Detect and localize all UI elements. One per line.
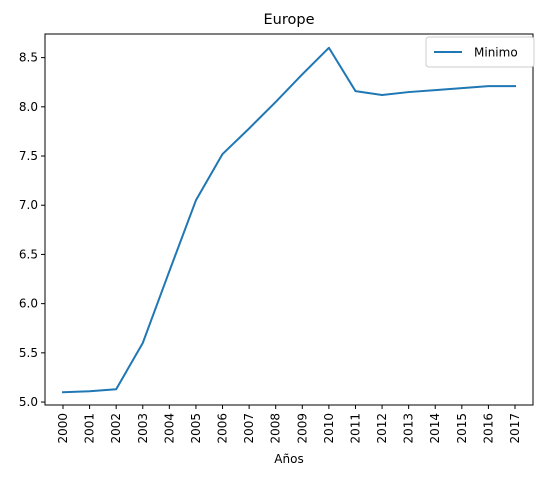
legend-label-minimo: Minimo xyxy=(474,46,518,60)
y-tick-label: 7.0 xyxy=(19,198,38,212)
x-tick-label: 2006 xyxy=(216,413,230,444)
y-tick-label: 8.0 xyxy=(19,100,38,114)
y-tick-label: 6.5 xyxy=(19,247,38,261)
axes: 5.0 5.5 6.0 6.5 7.0 7.5 8.0 8.5 2000 2001 2002 2003… xyxy=(19,33,534,444)
x-tick-label: 2003 xyxy=(136,413,150,444)
series-line-minimo xyxy=(61,46,516,394)
x-tick-label: 2001 xyxy=(83,413,97,444)
x-tick-label: 2005 xyxy=(189,413,203,444)
legend-box xyxy=(425,36,535,68)
x-tick-label: 2016 xyxy=(481,413,495,444)
x-tick-label: 2012 xyxy=(375,413,389,444)
x-tick-label: 2002 xyxy=(109,413,123,444)
x-tick-label: 2000 xyxy=(56,413,70,444)
y-tick-label: 5.5 xyxy=(19,346,38,360)
legend: Minimo xyxy=(425,36,535,68)
y-tick-label: 5.0 xyxy=(19,395,38,409)
x-tick-label: 2010 xyxy=(322,413,336,444)
plot-area xyxy=(61,46,516,394)
x-tick-label: 2013 xyxy=(402,413,416,444)
x-tick-label: 2011 xyxy=(348,413,362,444)
chart-title: Europe xyxy=(264,12,315,28)
x-tick-label: 2014 xyxy=(428,413,442,444)
x-tick-label: 2015 xyxy=(455,413,469,444)
y-tick-label: 6.0 xyxy=(19,297,38,311)
x-tick-label: 2007 xyxy=(242,413,256,444)
x-tick-label: 2008 xyxy=(269,413,283,444)
y-tick-label: 8.5 xyxy=(19,51,38,65)
x-tick-label: 2009 xyxy=(295,413,309,444)
axes-frame xyxy=(44,33,534,406)
x-tick-label: 2004 xyxy=(162,413,176,444)
y-tick-label: 7.5 xyxy=(19,149,38,163)
x-axis-title: Años xyxy=(274,452,303,466)
x-tick-label: 2017 xyxy=(508,413,522,444)
